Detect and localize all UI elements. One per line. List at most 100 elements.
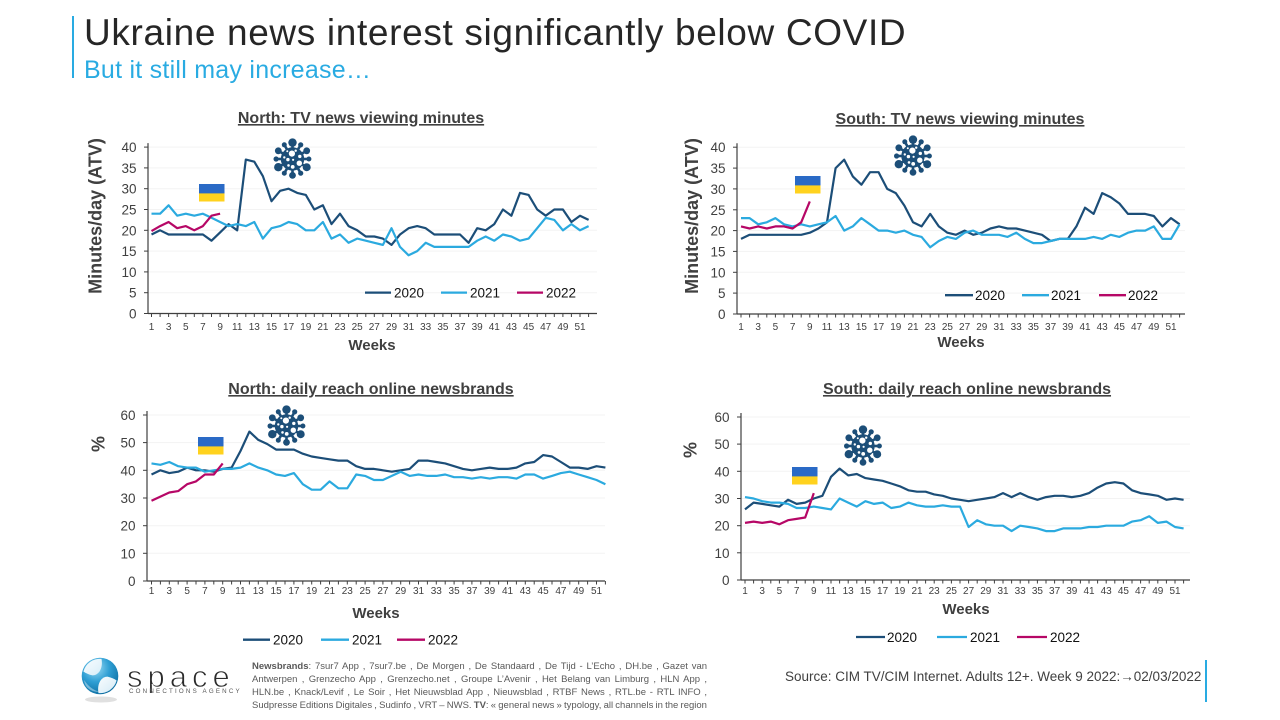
- svg-text:Minutes/day (ATV): Minutes/day (ATV): [86, 138, 106, 294]
- svg-text:31: 31: [403, 322, 415, 333]
- svg-text:17: 17: [283, 322, 295, 333]
- svg-text:19: 19: [300, 322, 312, 333]
- svg-text:North: TV news viewing minutes: North: TV news viewing minutes: [238, 110, 484, 127]
- svg-text:Weeks: Weeks: [348, 337, 395, 354]
- svg-text:35: 35: [437, 322, 449, 333]
- svg-text:1: 1: [738, 322, 744, 333]
- svg-text:5: 5: [773, 322, 779, 333]
- svg-text:1: 1: [742, 586, 748, 597]
- svg-text:47: 47: [1135, 586, 1147, 597]
- svg-text:Weeks: Weeks: [942, 601, 989, 618]
- svg-text:2021: 2021: [470, 286, 500, 301]
- svg-text:19: 19: [894, 586, 906, 597]
- svg-text:60: 60: [714, 410, 729, 425]
- svg-text:51: 51: [574, 322, 586, 333]
- svg-text:33: 33: [420, 322, 432, 333]
- svg-text:35: 35: [1032, 586, 1044, 597]
- svg-text:23: 23: [925, 322, 937, 333]
- svg-text:30: 30: [714, 492, 729, 507]
- svg-text:2021: 2021: [1051, 288, 1081, 303]
- svg-text:25: 25: [942, 322, 954, 333]
- svg-text:25: 25: [710, 203, 725, 218]
- svg-text:13: 13: [249, 322, 261, 333]
- svg-text:Weeks: Weeks: [352, 605, 399, 622]
- svg-text:40: 40: [710, 140, 725, 155]
- svg-text:31: 31: [993, 322, 1005, 333]
- svg-text:33: 33: [1011, 322, 1023, 333]
- svg-text:5: 5: [777, 586, 783, 597]
- svg-text:49: 49: [1148, 322, 1160, 333]
- svg-text:49: 49: [573, 586, 585, 597]
- svg-text:3: 3: [755, 322, 761, 333]
- svg-text:35: 35: [1028, 322, 1040, 333]
- svg-text:0: 0: [128, 574, 136, 589]
- svg-text:5: 5: [184, 586, 190, 597]
- svg-text:7: 7: [790, 322, 796, 333]
- svg-text:30: 30: [121, 182, 136, 197]
- svg-text:2022: 2022: [1050, 630, 1080, 645]
- svg-text:South: daily reach online news: South: daily reach online newsbrands: [823, 381, 1111, 398]
- svg-text:27: 27: [959, 322, 971, 333]
- svg-text:Minutes/day (ATV): Minutes/day (ATV): [682, 138, 702, 294]
- svg-text:15: 15: [856, 322, 868, 333]
- svg-text:45: 45: [538, 586, 550, 597]
- svg-text:49: 49: [1152, 586, 1164, 597]
- svg-text:49: 49: [557, 322, 569, 333]
- svg-text:15: 15: [271, 586, 283, 597]
- svg-text:%: %: [681, 442, 701, 458]
- svg-text:2021: 2021: [970, 630, 1000, 645]
- svg-text:South: TV news viewing minutes: South: TV news viewing minutes: [836, 111, 1085, 128]
- svg-text:50: 50: [120, 436, 135, 451]
- svg-text:29: 29: [386, 322, 398, 333]
- svg-text:15: 15: [121, 244, 136, 259]
- svg-text:41: 41: [1079, 322, 1091, 333]
- svg-text:45: 45: [1114, 322, 1126, 333]
- svg-text:23: 23: [342, 586, 354, 597]
- svg-text:North: daily reach online news: North: daily reach online newsbrands: [228, 381, 513, 398]
- svg-text:35: 35: [710, 161, 725, 176]
- svg-text:35: 35: [121, 161, 136, 176]
- svg-text:20: 20: [714, 519, 729, 534]
- svg-text:39: 39: [1062, 322, 1074, 333]
- svg-text:10: 10: [714, 546, 729, 561]
- svg-text:7: 7: [202, 586, 208, 597]
- svg-text:2021: 2021: [352, 633, 382, 648]
- svg-text:41: 41: [489, 322, 501, 333]
- svg-text:2022: 2022: [1128, 288, 1158, 303]
- svg-text:27: 27: [369, 322, 381, 333]
- svg-text:20: 20: [121, 223, 136, 238]
- svg-text:11: 11: [822, 322, 833, 333]
- svg-text:2022: 2022: [428, 633, 458, 648]
- svg-text:20: 20: [120, 519, 135, 534]
- svg-text:13: 13: [253, 586, 265, 597]
- svg-text:1: 1: [149, 586, 155, 597]
- svg-text:40: 40: [121, 140, 136, 155]
- svg-text:11: 11: [232, 322, 243, 333]
- svg-text:37: 37: [1049, 586, 1061, 597]
- svg-text:5: 5: [129, 286, 137, 301]
- svg-text:47: 47: [1131, 322, 1143, 333]
- svg-text:10: 10: [121, 265, 136, 280]
- svg-text:35: 35: [449, 586, 461, 597]
- svg-text:3: 3: [759, 586, 765, 597]
- svg-text:33: 33: [1015, 586, 1027, 597]
- svg-text:43: 43: [1101, 586, 1113, 597]
- svg-text:47: 47: [540, 322, 552, 333]
- svg-text:17: 17: [288, 586, 300, 597]
- svg-text:Weeks: Weeks: [937, 334, 984, 351]
- svg-text:15: 15: [860, 586, 872, 597]
- svg-text:17: 17: [877, 586, 889, 597]
- svg-text:50: 50: [714, 437, 729, 452]
- svg-text:29: 29: [980, 586, 992, 597]
- svg-text:11: 11: [826, 586, 837, 597]
- svg-text:37: 37: [1045, 322, 1057, 333]
- svg-text:9: 9: [220, 586, 226, 597]
- svg-text:25: 25: [360, 586, 372, 597]
- svg-text:13: 13: [839, 322, 851, 333]
- svg-text:25: 25: [946, 586, 958, 597]
- svg-text:15: 15: [710, 244, 725, 259]
- svg-text:31: 31: [997, 586, 1009, 597]
- svg-text:47: 47: [555, 586, 567, 597]
- svg-text:15: 15: [266, 322, 278, 333]
- svg-text:2020: 2020: [394, 286, 424, 301]
